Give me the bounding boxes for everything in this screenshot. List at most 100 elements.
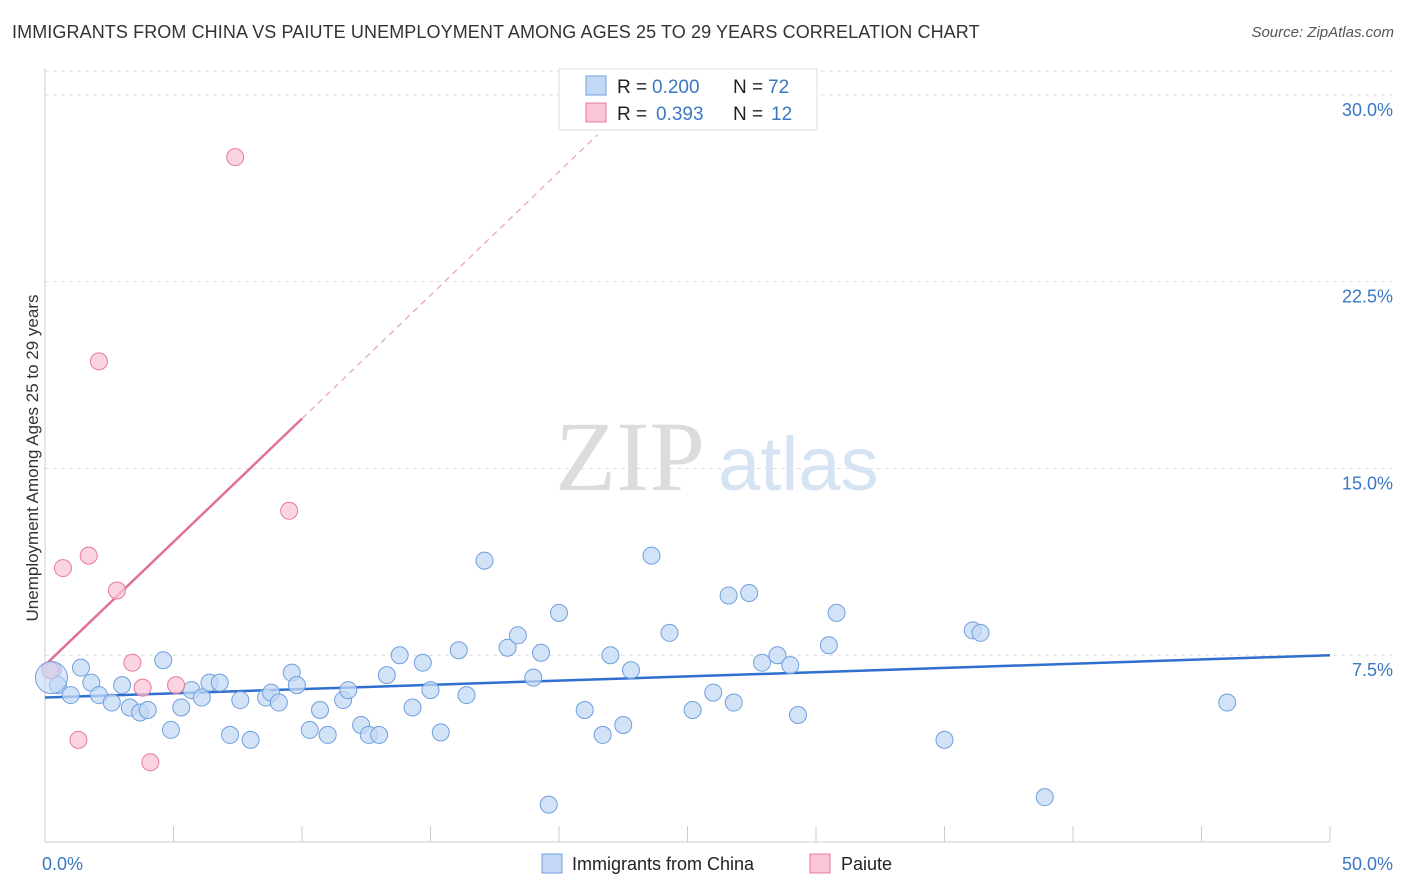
- china-trend-line: [44, 653, 1331, 699]
- china-point: [621, 661, 640, 680]
- china-point: [753, 653, 772, 672]
- paiute-trend-line: [44, 417, 303, 667]
- y-tick-label: 30.0%: [1342, 100, 1393, 120]
- data-points: [34, 148, 1237, 814]
- china-point: [740, 583, 759, 602]
- china-point: [221, 725, 240, 744]
- china-point: [154, 651, 173, 670]
- china-point: [683, 701, 702, 720]
- china-point: [593, 725, 612, 744]
- legend-n-label: N =: [733, 104, 763, 125]
- legend-swatch-china: [585, 75, 607, 96]
- china-point: [457, 686, 476, 705]
- china-point: [724, 693, 743, 712]
- legend-n-value: 12: [771, 104, 792, 125]
- china-point: [719, 586, 738, 605]
- china-point: [971, 623, 990, 642]
- china-point: [172, 698, 191, 717]
- bottom-legend-label-paiute: Paiute: [841, 854, 892, 874]
- paiute-point: [133, 678, 152, 697]
- y-tick-label: 22.5%: [1342, 287, 1393, 307]
- watermark: ZIP atlas: [555, 401, 879, 512]
- legend: R = 0.200 N = 72 R = 0.393 N = 12: [558, 68, 818, 131]
- paiute-trend-extension: [301, 134, 598, 420]
- china-point: [310, 701, 329, 720]
- china-point: [390, 646, 409, 665]
- china-point: [403, 698, 422, 717]
- chart-title: IMMIGRANTS FROM CHINA VS PAIUTE UNEMPLOY…: [12, 22, 980, 42]
- paiute-point: [89, 352, 108, 371]
- china-point: [550, 603, 568, 622]
- china-point: [642, 546, 661, 565]
- grid-lines: [45, 70, 1392, 656]
- legend-r-label: R =: [617, 104, 647, 125]
- paiute-point: [141, 753, 160, 772]
- legend-r-value: 0.393: [656, 104, 704, 125]
- china-point: [575, 701, 594, 720]
- china-point: [300, 720, 319, 739]
- china-point: [71, 658, 90, 677]
- china-point: [449, 641, 468, 660]
- china-point: [241, 730, 260, 749]
- china-point: [508, 626, 527, 645]
- china-point: [113, 676, 132, 695]
- china-point: [532, 643, 551, 662]
- legend-r-label: R =: [617, 77, 647, 98]
- china-point: [539, 795, 558, 814]
- china-point: [102, 693, 121, 712]
- china-point: [498, 638, 517, 657]
- china-point: [601, 646, 620, 665]
- watermark-zip: ZIP: [555, 401, 705, 512]
- x-tick-label: 50.0%: [1342, 854, 1393, 874]
- source-label: Source: ZipAtlas.com: [1251, 24, 1394, 41]
- china-point: [34, 661, 68, 695]
- paiute-point: [79, 546, 98, 565]
- china-point: [524, 668, 543, 687]
- china-point: [935, 730, 954, 749]
- china-point: [704, 683, 723, 702]
- y-tick-label: 7.5%: [1352, 660, 1393, 680]
- bottom-legend: Immigrants from China Paiute: [541, 853, 892, 874]
- china-point: [1218, 693, 1237, 712]
- china-point: [475, 551, 494, 570]
- china-point: [210, 673, 229, 692]
- paiute-point: [69, 730, 88, 749]
- legend-r-value: 0.200: [652, 77, 700, 98]
- china-point: [269, 693, 288, 712]
- legend-n-label: N =: [733, 77, 763, 98]
- china-point: [318, 725, 337, 744]
- china-point: [614, 715, 633, 734]
- y-tick-label: 15.0%: [1342, 473, 1393, 493]
- china-point: [339, 681, 358, 700]
- bottom-legend-label-china: Immigrants from China: [572, 854, 755, 874]
- china-point: [660, 623, 679, 642]
- axes: [44, 68, 1331, 843]
- legend-swatch-paiute: [585, 102, 607, 123]
- china-point: [61, 686, 80, 705]
- paiute-point: [107, 581, 126, 600]
- china-point: [1035, 788, 1054, 807]
- paiute-point: [53, 559, 72, 578]
- x-tick-label: 0.0%: [42, 854, 83, 874]
- china-point: [431, 723, 450, 742]
- china-point: [192, 688, 211, 707]
- paiute-point: [280, 501, 299, 520]
- china-point: [138, 701, 157, 720]
- trend-lines: [44, 134, 1331, 699]
- china-point: [370, 725, 389, 744]
- paiute-point: [226, 148, 245, 167]
- watermark-atlas: atlas: [718, 422, 879, 507]
- paiute-point: [167, 676, 186, 695]
- y-axis-label: Unemployment Among Ages 25 to 29 years: [23, 295, 42, 622]
- bottom-legend-swatch-china: [541, 853, 563, 874]
- china-point: [377, 666, 396, 685]
- china-point: [413, 653, 432, 672]
- china-point: [161, 720, 180, 739]
- china-point: [819, 636, 838, 655]
- china-point: [421, 681, 440, 700]
- china-point: [287, 676, 306, 695]
- china-point: [768, 646, 787, 665]
- paiute-point: [123, 653, 142, 672]
- tick-labels: 7.5% 15.0% 22.5% 30.0% 0.0% 50.0%: [42, 100, 1393, 874]
